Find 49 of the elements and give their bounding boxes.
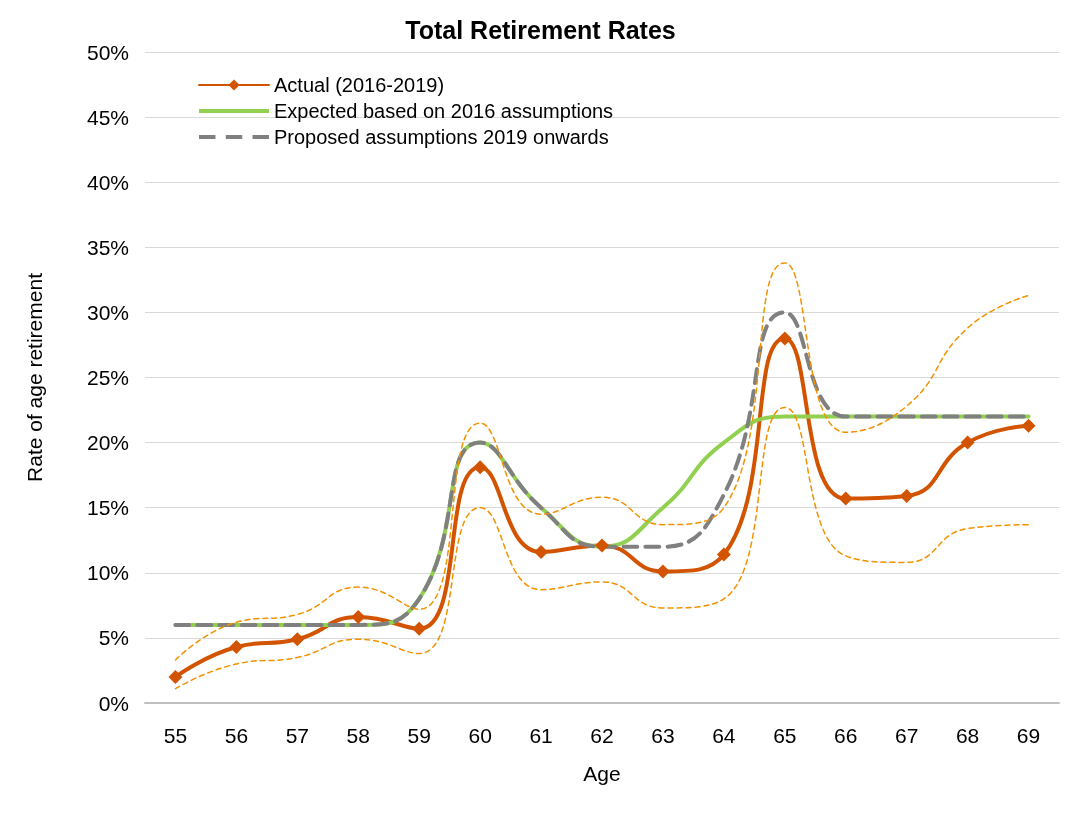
x-tick-label: 58 — [346, 724, 370, 747]
point — [229, 640, 244, 655]
chart-title: Total Retirement Rates — [405, 15, 676, 44]
x-tick-label: 55 — [163, 724, 188, 747]
point — [412, 621, 427, 636]
point — [351, 610, 366, 625]
y-tick-label: 15% — [86, 496, 129, 520]
point — [1021, 418, 1036, 433]
point — [777, 331, 792, 346]
line-series — [174, 406, 1030, 690]
x-tick-label: 60 — [468, 724, 492, 747]
point — [595, 538, 609, 553]
point — [473, 460, 488, 475]
x-tick-label: 59 — [407, 724, 431, 747]
y-tick-label: 5% — [98, 626, 129, 650]
x-tick-label: 64 — [712, 724, 736, 747]
point — [655, 564, 670, 579]
y-tick-label: 30% — [86, 300, 129, 324]
x-tick-label: 66 — [834, 724, 858, 747]
point — [168, 669, 183, 684]
y-tick-label: 25% — [86, 366, 129, 389]
x-tick-label: 65 — [773, 724, 797, 747]
line-series — [174, 262, 1030, 661]
x-tick-label: 67 — [894, 724, 919, 747]
point — [716, 547, 731, 562]
x-tick-label: 63 — [651, 724, 675, 747]
y-axis-title: Rate of age retirement — [23, 272, 46, 482]
legend-label: Actual (2016-2019) — [274, 74, 445, 96]
y-tick-label: 45% — [86, 105, 129, 129]
x-axis-title: Age — [583, 762, 621, 785]
point — [838, 491, 853, 506]
x-tick-label: 57 — [285, 724, 310, 747]
point — [290, 632, 305, 647]
x-tick-label: 68 — [955, 724, 980, 747]
legend-label: Proposed assumptions 2019 onwards — [274, 126, 609, 148]
y-tick-label: 35% — [86, 235, 129, 259]
point — [899, 488, 914, 503]
point — [534, 544, 549, 559]
y-tick-label: 0% — [98, 691, 129, 715]
x-tick-label: 56 — [224, 724, 249, 747]
point — [960, 435, 975, 450]
y-tick-label: 10% — [86, 561, 129, 585]
x-tick-label: 69 — [1016, 724, 1041, 747]
x-tick-label: 62 — [590, 724, 614, 747]
x-tick-label: 61 — [529, 724, 553, 747]
y-tick-label: 20% — [86, 431, 129, 455]
legend-label: Expected based on 2016 assumptions — [274, 100, 614, 122]
y-tick-label: 40% — [86, 170, 129, 194]
y-tick-label: 50% — [86, 40, 129, 64]
